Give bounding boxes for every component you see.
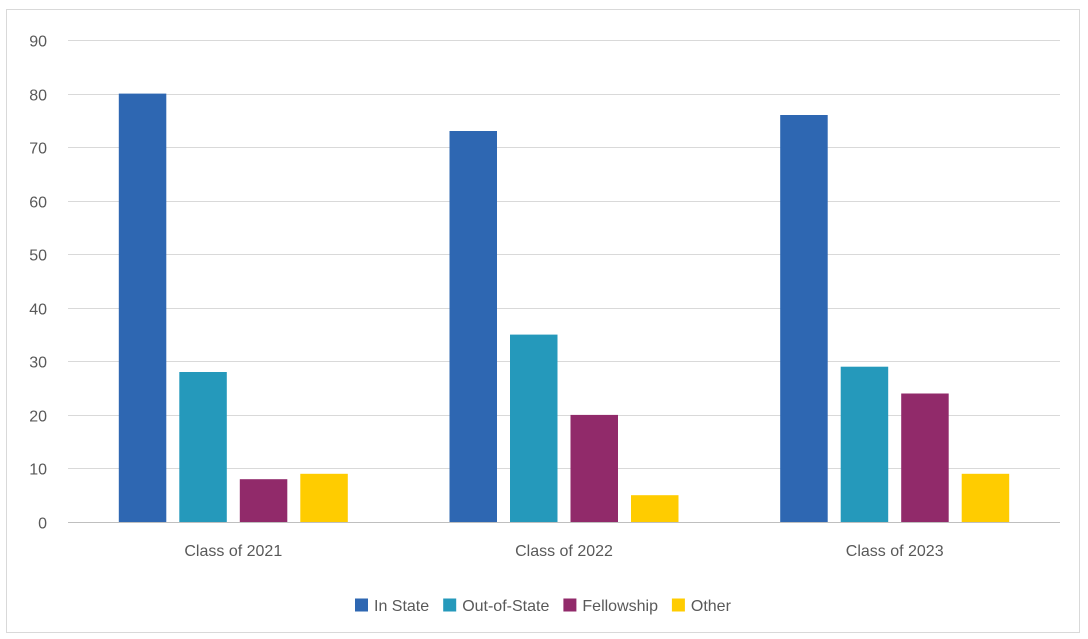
bar-out-of-state-1 (510, 334, 558, 522)
bar-in-state-2 (780, 115, 828, 522)
bar-in-state-1 (449, 131, 497, 522)
legend: In State Out-of-State Fellowship Other (355, 598, 732, 615)
y-tick-label: 80 (29, 88, 47, 105)
y-tick-label: 10 (29, 462, 47, 479)
y-tick-label: 0 (38, 516, 47, 533)
y-tick-label: 60 (29, 195, 47, 212)
y-tick-label: 20 (29, 409, 47, 426)
y-tick-label: 40 (29, 302, 47, 319)
x-tick-label: Class of 2023 (846, 543, 944, 560)
x-tick-label: Class of 2021 (184, 543, 282, 560)
y-tick-label: 50 (29, 248, 47, 265)
x-axis: Class of 2021 Class of 2022 Class of 2023 (184, 543, 943, 560)
legend-item-other: Other (671, 598, 732, 615)
legend-swatch (355, 598, 368, 612)
x-tick-label: Class of 2022 (515, 543, 613, 560)
legend-item-fellowship: Fellowship (563, 598, 658, 615)
chart-frame (6, 9, 1080, 633)
legend-item-in-state: In State (355, 598, 429, 615)
bar-other-0 (300, 473, 348, 522)
y-tick-label: 90 (29, 34, 47, 51)
legend-label: Other (691, 598, 732, 615)
bar-out-of-state-2 (840, 366, 889, 522)
y-tick-label: 70 (29, 141, 47, 158)
bar-other-1 (631, 495, 679, 522)
legend-swatch (563, 598, 577, 612)
legend-swatch (671, 598, 685, 612)
legend-label: Fellowship (582, 598, 658, 615)
legend-label: In State (374, 598, 429, 615)
legend-item-out-of-state: Out-of-State (443, 598, 549, 615)
gridlines (68, 40, 1060, 523)
y-tick-label: 30 (29, 355, 47, 372)
bar-fellowship-2 (901, 393, 949, 522)
y-axis: 0 10 20 30 40 50 60 70 80 90 (29, 34, 47, 533)
bar-other-2 (961, 473, 1010, 522)
bar-out-of-state-0 (179, 372, 227, 522)
legend-label: Out-of-State (462, 598, 549, 615)
bar-fellowship-1 (570, 414, 618, 522)
bar-fellowship-0 (239, 479, 288, 522)
bars (118, 93, 1010, 522)
bar-in-state-0 (118, 93, 167, 522)
legend-swatch (443, 598, 457, 612)
